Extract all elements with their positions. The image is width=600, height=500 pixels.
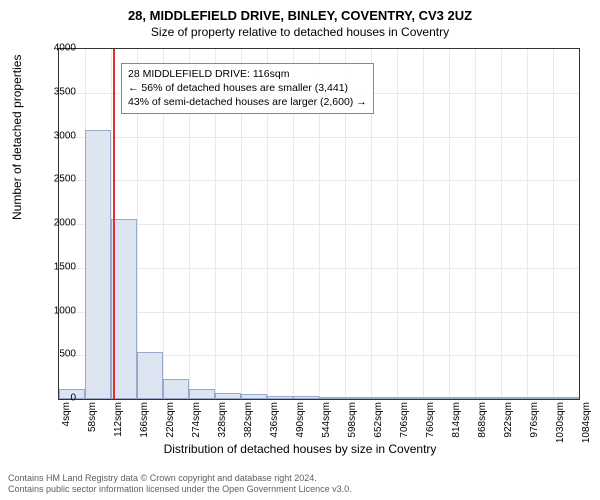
histogram-bar	[345, 397, 371, 399]
x-tick-label: 976sqm	[529, 402, 540, 452]
y-tick-label: 4000	[36, 43, 76, 54]
histogram-bar	[215, 393, 241, 399]
histogram-bar	[189, 389, 215, 400]
histogram-bar	[527, 397, 553, 399]
x-tick-label: 382sqm	[243, 402, 254, 452]
grid-line-v	[423, 49, 424, 399]
x-tick-label: 544sqm	[321, 402, 332, 452]
histogram-bar	[163, 379, 189, 399]
annotation-line: 28 MIDDLEFIELD DRIVE: 116sqm	[128, 67, 367, 81]
x-tick-label: 706sqm	[399, 402, 410, 452]
x-tick-label: 760sqm	[425, 402, 436, 452]
x-tick-label: 274sqm	[191, 402, 202, 452]
grid-line-v	[553, 49, 554, 399]
x-tick-label: 4sqm	[61, 402, 72, 452]
y-tick-label: 1500	[36, 261, 76, 272]
histogram-bar	[319, 397, 345, 399]
histogram-bar	[423, 397, 449, 399]
histogram-bar	[501, 397, 527, 399]
grid-line-v	[475, 49, 476, 399]
x-tick-label: 436sqm	[269, 402, 280, 452]
annotation-box: 28 MIDDLEFIELD DRIVE: 116sqm← 56% of det…	[121, 63, 374, 114]
y-tick-label: 3500	[36, 86, 76, 97]
y-axis-label: Number of detached properties	[10, 55, 24, 220]
x-tick-label: 328sqm	[217, 402, 228, 452]
histogram-bar	[293, 396, 319, 399]
footer-line-2: Contains public sector information licen…	[8, 484, 592, 496]
histogram-bar	[397, 397, 423, 399]
y-tick-label: 2500	[36, 174, 76, 185]
chart-plot-area: 28 MIDDLEFIELD DRIVE: 116sqm← 56% of det…	[58, 48, 580, 400]
x-tick-label: 166sqm	[139, 402, 150, 452]
annotation-line: 43% of semi-detached houses are larger (…	[128, 95, 367, 109]
histogram-bar	[137, 352, 163, 399]
grid-line-v	[501, 49, 502, 399]
y-tick-label: 500	[36, 349, 76, 360]
footer-attribution: Contains HM Land Registry data © Crown c…	[8, 473, 592, 496]
x-tick-label: 814sqm	[451, 402, 462, 452]
chart-title-main: 28, MIDDLEFIELD DRIVE, BINLEY, COVENTRY,…	[0, 0, 600, 23]
x-tick-label: 1084sqm	[581, 402, 592, 452]
annotation-line: ← 56% of detached houses are smaller (3,…	[128, 81, 367, 95]
histogram-bar	[449, 397, 475, 399]
y-tick-label: 1000	[36, 305, 76, 316]
x-tick-label: 652sqm	[373, 402, 384, 452]
x-tick-label: 922sqm	[503, 402, 514, 452]
reference-line	[113, 49, 115, 399]
x-tick-label: 220sqm	[165, 402, 176, 452]
grid-line-v	[397, 49, 398, 399]
histogram-bar	[553, 397, 579, 399]
histogram-bar	[241, 394, 267, 399]
histogram-bar	[85, 130, 111, 400]
chart-title-sub: Size of property relative to detached ho…	[0, 23, 600, 39]
histogram-bar	[475, 397, 501, 399]
x-tick-label: 868sqm	[477, 402, 488, 452]
grid-line-v	[527, 49, 528, 399]
y-tick-label: 3000	[36, 130, 76, 141]
histogram-bar	[267, 396, 293, 400]
x-tick-label: 58sqm	[87, 402, 98, 452]
grid-line-v	[449, 49, 450, 399]
histogram-bar	[371, 397, 397, 399]
x-tick-label: 1030sqm	[555, 402, 566, 452]
x-tick-label: 490sqm	[295, 402, 306, 452]
footer-line-1: Contains HM Land Registry data © Crown c…	[8, 473, 592, 485]
x-tick-label: 112sqm	[113, 402, 124, 452]
x-tick-label: 598sqm	[347, 402, 358, 452]
y-tick-label: 2000	[36, 218, 76, 229]
